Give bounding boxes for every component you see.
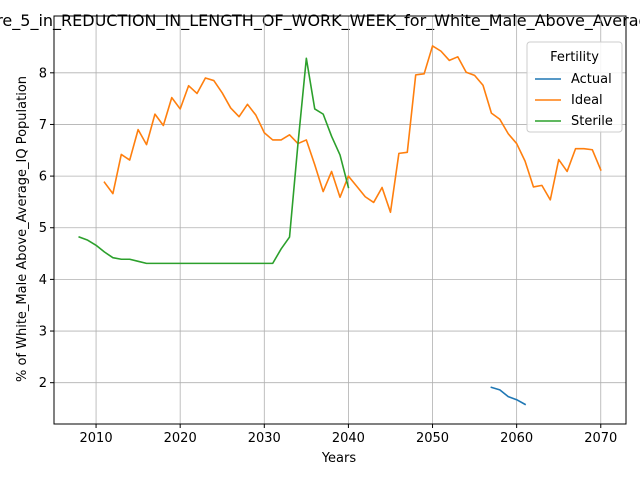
x-tick-label: 2030 [248, 431, 281, 446]
legend-entry-actual: Actual [571, 72, 612, 87]
legend-title: Fertility [550, 50, 599, 65]
x-axis-label: Years [321, 451, 357, 466]
y-tick-label: 5 [39, 221, 47, 236]
plot-frame [53, 15, 627, 425]
y-tick-label: 8 [39, 66, 47, 81]
series-line-ideal [103, 45, 602, 214]
series-line-actual [490, 386, 527, 406]
x-tick-label: 2020 [164, 431, 197, 446]
y-tick-label: 2 [39, 376, 47, 391]
series-group [78, 45, 602, 406]
x-tick-label: 2040 [332, 431, 365, 446]
series-line-sterile [78, 57, 350, 265]
legend-box [526, 41, 623, 133]
y-tick-label: 7 [39, 118, 47, 133]
x-axis: 2010 2020 2030 2040 2050 2060 2070 [80, 424, 617, 446]
x-tick-label: 2050 [416, 431, 449, 446]
x-tick-label: 2070 [584, 431, 617, 446]
legend-entry-ideal: Ideal [571, 93, 603, 108]
legend-entry-sterile: Sterile [571, 114, 613, 129]
y-tick-label: 3 [39, 325, 47, 340]
y-tick-label: 6 [39, 170, 47, 185]
y-axis: 2 3 4 5 6 7 8 [39, 66, 54, 391]
legend: Fertility Actual Ideal Sterile [526, 41, 623, 133]
y-axis-label: % of White_Male Above_Average_IQ Populat… [15, 76, 30, 382]
x-tick-label: 2060 [500, 431, 533, 446]
x-tick-label: 2010 [80, 431, 113, 446]
y-tick-label: 4 [39, 273, 47, 288]
